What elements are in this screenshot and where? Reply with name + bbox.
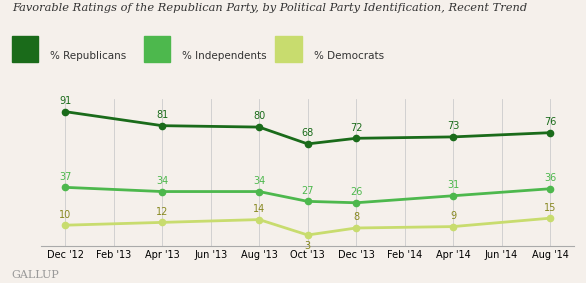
Text: 34: 34 [253,176,265,186]
Text: 15: 15 [544,203,556,213]
Text: 73: 73 [447,121,459,131]
Text: 8: 8 [353,212,359,222]
Text: % Independents: % Independents [182,51,266,61]
Text: 76: 76 [544,117,556,127]
Text: 12: 12 [156,207,168,217]
Text: 31: 31 [447,180,459,190]
Text: 26: 26 [350,187,362,197]
Text: 37: 37 [59,172,71,182]
Text: Favorable Ratings of the Republican Party, by Political Party Identification, Re: Favorable Ratings of the Republican Part… [12,3,527,13]
Text: 14: 14 [253,204,265,214]
Text: 3: 3 [305,241,311,251]
Text: 68: 68 [302,128,314,138]
Text: 80: 80 [253,112,265,121]
Text: % Republicans: % Republicans [50,51,126,61]
Text: 34: 34 [156,176,168,186]
Text: % Democrats: % Democrats [314,51,384,61]
Text: 81: 81 [156,110,168,120]
Text: 91: 91 [59,96,71,106]
Text: 27: 27 [301,186,314,196]
Text: 10: 10 [59,210,71,220]
Text: GALLUP: GALLUP [12,270,59,280]
Text: 72: 72 [350,123,362,133]
Text: 9: 9 [450,211,456,221]
Text: 36: 36 [544,173,556,183]
